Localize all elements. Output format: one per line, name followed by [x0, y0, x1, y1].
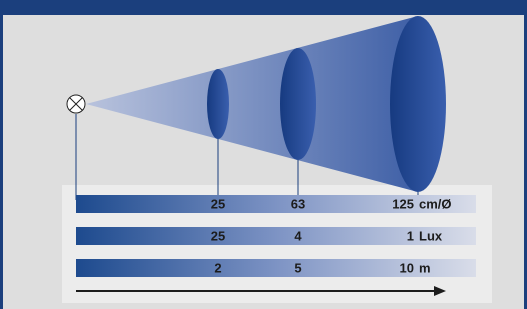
lamp-symbol: [67, 95, 85, 113]
scale-bar: [76, 227, 476, 245]
beam-section: [280, 48, 316, 160]
scale-value: 25: [211, 196, 225, 211]
scale-value: 5: [294, 260, 301, 275]
page: 2563125cm/Ø2541Lux2510m (() => { const d…: [0, 0, 527, 309]
scale-value: 10: [400, 260, 414, 275]
beam-section: [207, 69, 229, 139]
scale-unit: Lux: [419, 228, 443, 243]
beam-section: [390, 16, 446, 192]
scale-value: 25: [211, 228, 225, 243]
scale-value: 4: [294, 228, 302, 243]
scale-bar: [76, 195, 476, 213]
scale-value: 125: [392, 196, 414, 211]
scale-value: 63: [291, 196, 305, 211]
scale-bar: [76, 259, 476, 277]
scale-value: 1: [407, 228, 414, 243]
diagram: 2563125cm/Ø2541Lux2510m: [0, 0, 527, 309]
scale-unit: m: [419, 260, 431, 275]
scale-unit: cm/Ø: [419, 196, 452, 211]
scale-value: 2: [214, 260, 221, 275]
